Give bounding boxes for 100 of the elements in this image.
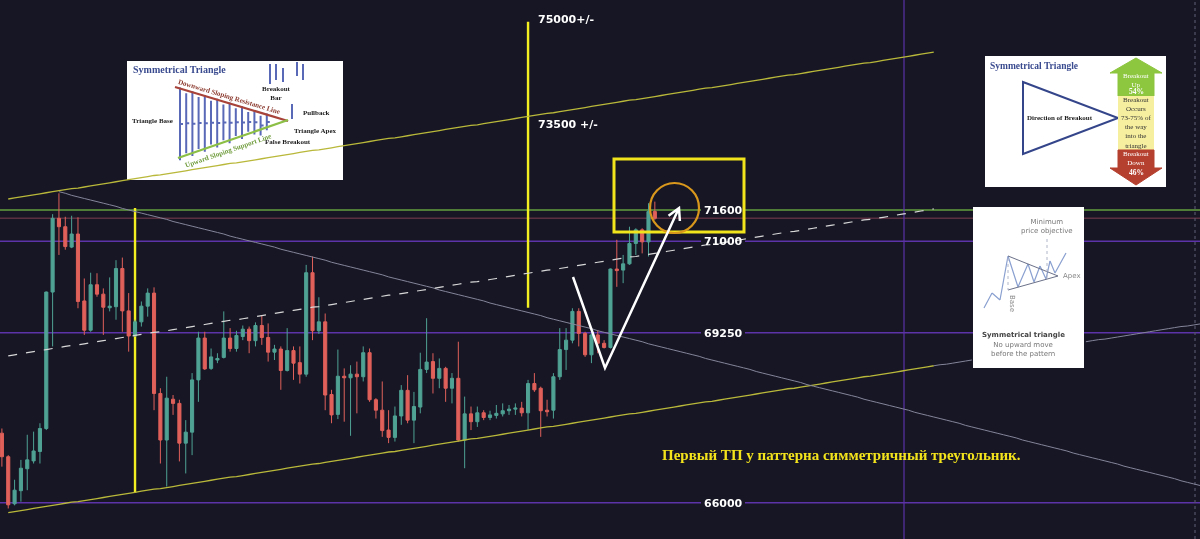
candlestick [557, 327, 562, 381]
candlestick [608, 268, 613, 350]
candlestick [481, 409, 486, 421]
candlestick [367, 348, 372, 403]
candlestick [468, 406, 474, 431]
candlestick [190, 372, 195, 456]
line-series [7, 208, 935, 357]
candlestick [145, 287, 150, 318]
candlestick [202, 331, 207, 371]
candlestick [196, 331, 201, 403]
candlestick [570, 307, 575, 344]
candlestick [380, 380, 385, 438]
candlestick [253, 321, 258, 347]
annotation: 75000+/- [538, 13, 595, 26]
y-tick-label: 66000 [704, 496, 743, 510]
annotation: Первый ТП у паттерна симметричный треугольник. [662, 447, 1021, 463]
annotation: Symmetrical Triangle [133, 64, 227, 75]
candlestick [386, 409, 391, 444]
candlestick [475, 406, 480, 428]
candlestick [456, 341, 461, 443]
candlestick [304, 264, 309, 378]
candlestick [399, 384, 404, 426]
annotation: Symmetrical Triangle [990, 61, 1079, 71]
candlestick [75, 216, 81, 309]
candlestick [614, 239, 619, 288]
candlestick [209, 348, 214, 371]
candlestick [291, 345, 296, 381]
candlestick [6, 454, 11, 509]
candlestick [443, 366, 448, 403]
candlestick [240, 325, 245, 341]
candlestick [405, 374, 410, 424]
candlestick [506, 404, 512, 416]
candlestick [627, 226, 632, 266]
candlestick [424, 317, 429, 374]
line-series [7, 51, 935, 200]
candlestick [652, 201, 657, 221]
candlestick [31, 431, 36, 465]
candlestick [297, 345, 302, 385]
candlestick [430, 352, 436, 394]
candlestick [132, 319, 138, 337]
candlestick [158, 387, 163, 465]
candlestick [462, 396, 467, 469]
candlestick [519, 401, 524, 417]
candlestick [164, 376, 169, 488]
candlestick [18, 459, 23, 503]
candlestick [63, 216, 68, 251]
candlestick [348, 364, 353, 437]
candlestick [151, 286, 157, 411]
candlestick [107, 276, 112, 312]
candlestick [323, 312, 328, 411]
candlestick [621, 254, 626, 284]
candlestick [310, 256, 315, 341]
candlestick [583, 331, 588, 358]
candlestick [316, 296, 321, 335]
candlestick [94, 272, 100, 298]
candlestick [545, 399, 550, 417]
line-series [58, 191, 1200, 486]
candlestick [0, 427, 4, 468]
candlestick [392, 406, 397, 443]
candlestick [589, 332, 594, 364]
candlestick [69, 215, 74, 249]
candlestick [177, 399, 182, 462]
candlestick [449, 372, 455, 404]
candlestick [342, 367, 347, 423]
candlestick [373, 397, 378, 420]
candlestick [361, 345, 366, 382]
candlestick [139, 300, 144, 328]
candlestick [228, 327, 233, 353]
candlestick [183, 419, 188, 474]
candlestick [272, 344, 277, 361]
candlestick [82, 277, 87, 336]
candlestick [576, 307, 581, 347]
candlestick [602, 339, 607, 350]
y-tick-label: 71600 [704, 203, 743, 217]
candlestick [88, 272, 93, 333]
candlestick [247, 326, 252, 354]
y-tick-label: 69250 [704, 326, 743, 340]
annotation: 73500 +/- [538, 118, 598, 131]
candlestick [513, 402, 518, 416]
candlestick [101, 287, 106, 336]
candlestick [50, 213, 55, 347]
candlestick [221, 310, 226, 359]
candlestick [526, 379, 531, 431]
candlestick [418, 352, 423, 414]
candlestick [44, 291, 49, 431]
candlestick [487, 410, 493, 421]
candlestick [329, 389, 334, 424]
candlestick [171, 394, 176, 416]
candlestick [12, 479, 17, 506]
candlestick [37, 422, 42, 465]
candlestick [113, 259, 119, 321]
candlestick [335, 349, 340, 420]
candlestick [266, 322, 271, 363]
candlestick [538, 386, 543, 438]
candlestick [646, 202, 651, 258]
candlestick [56, 192, 62, 256]
candlestick [25, 434, 30, 491]
candlestick [532, 372, 537, 393]
candlestick [259, 314, 264, 346]
candlestick [285, 327, 290, 373]
